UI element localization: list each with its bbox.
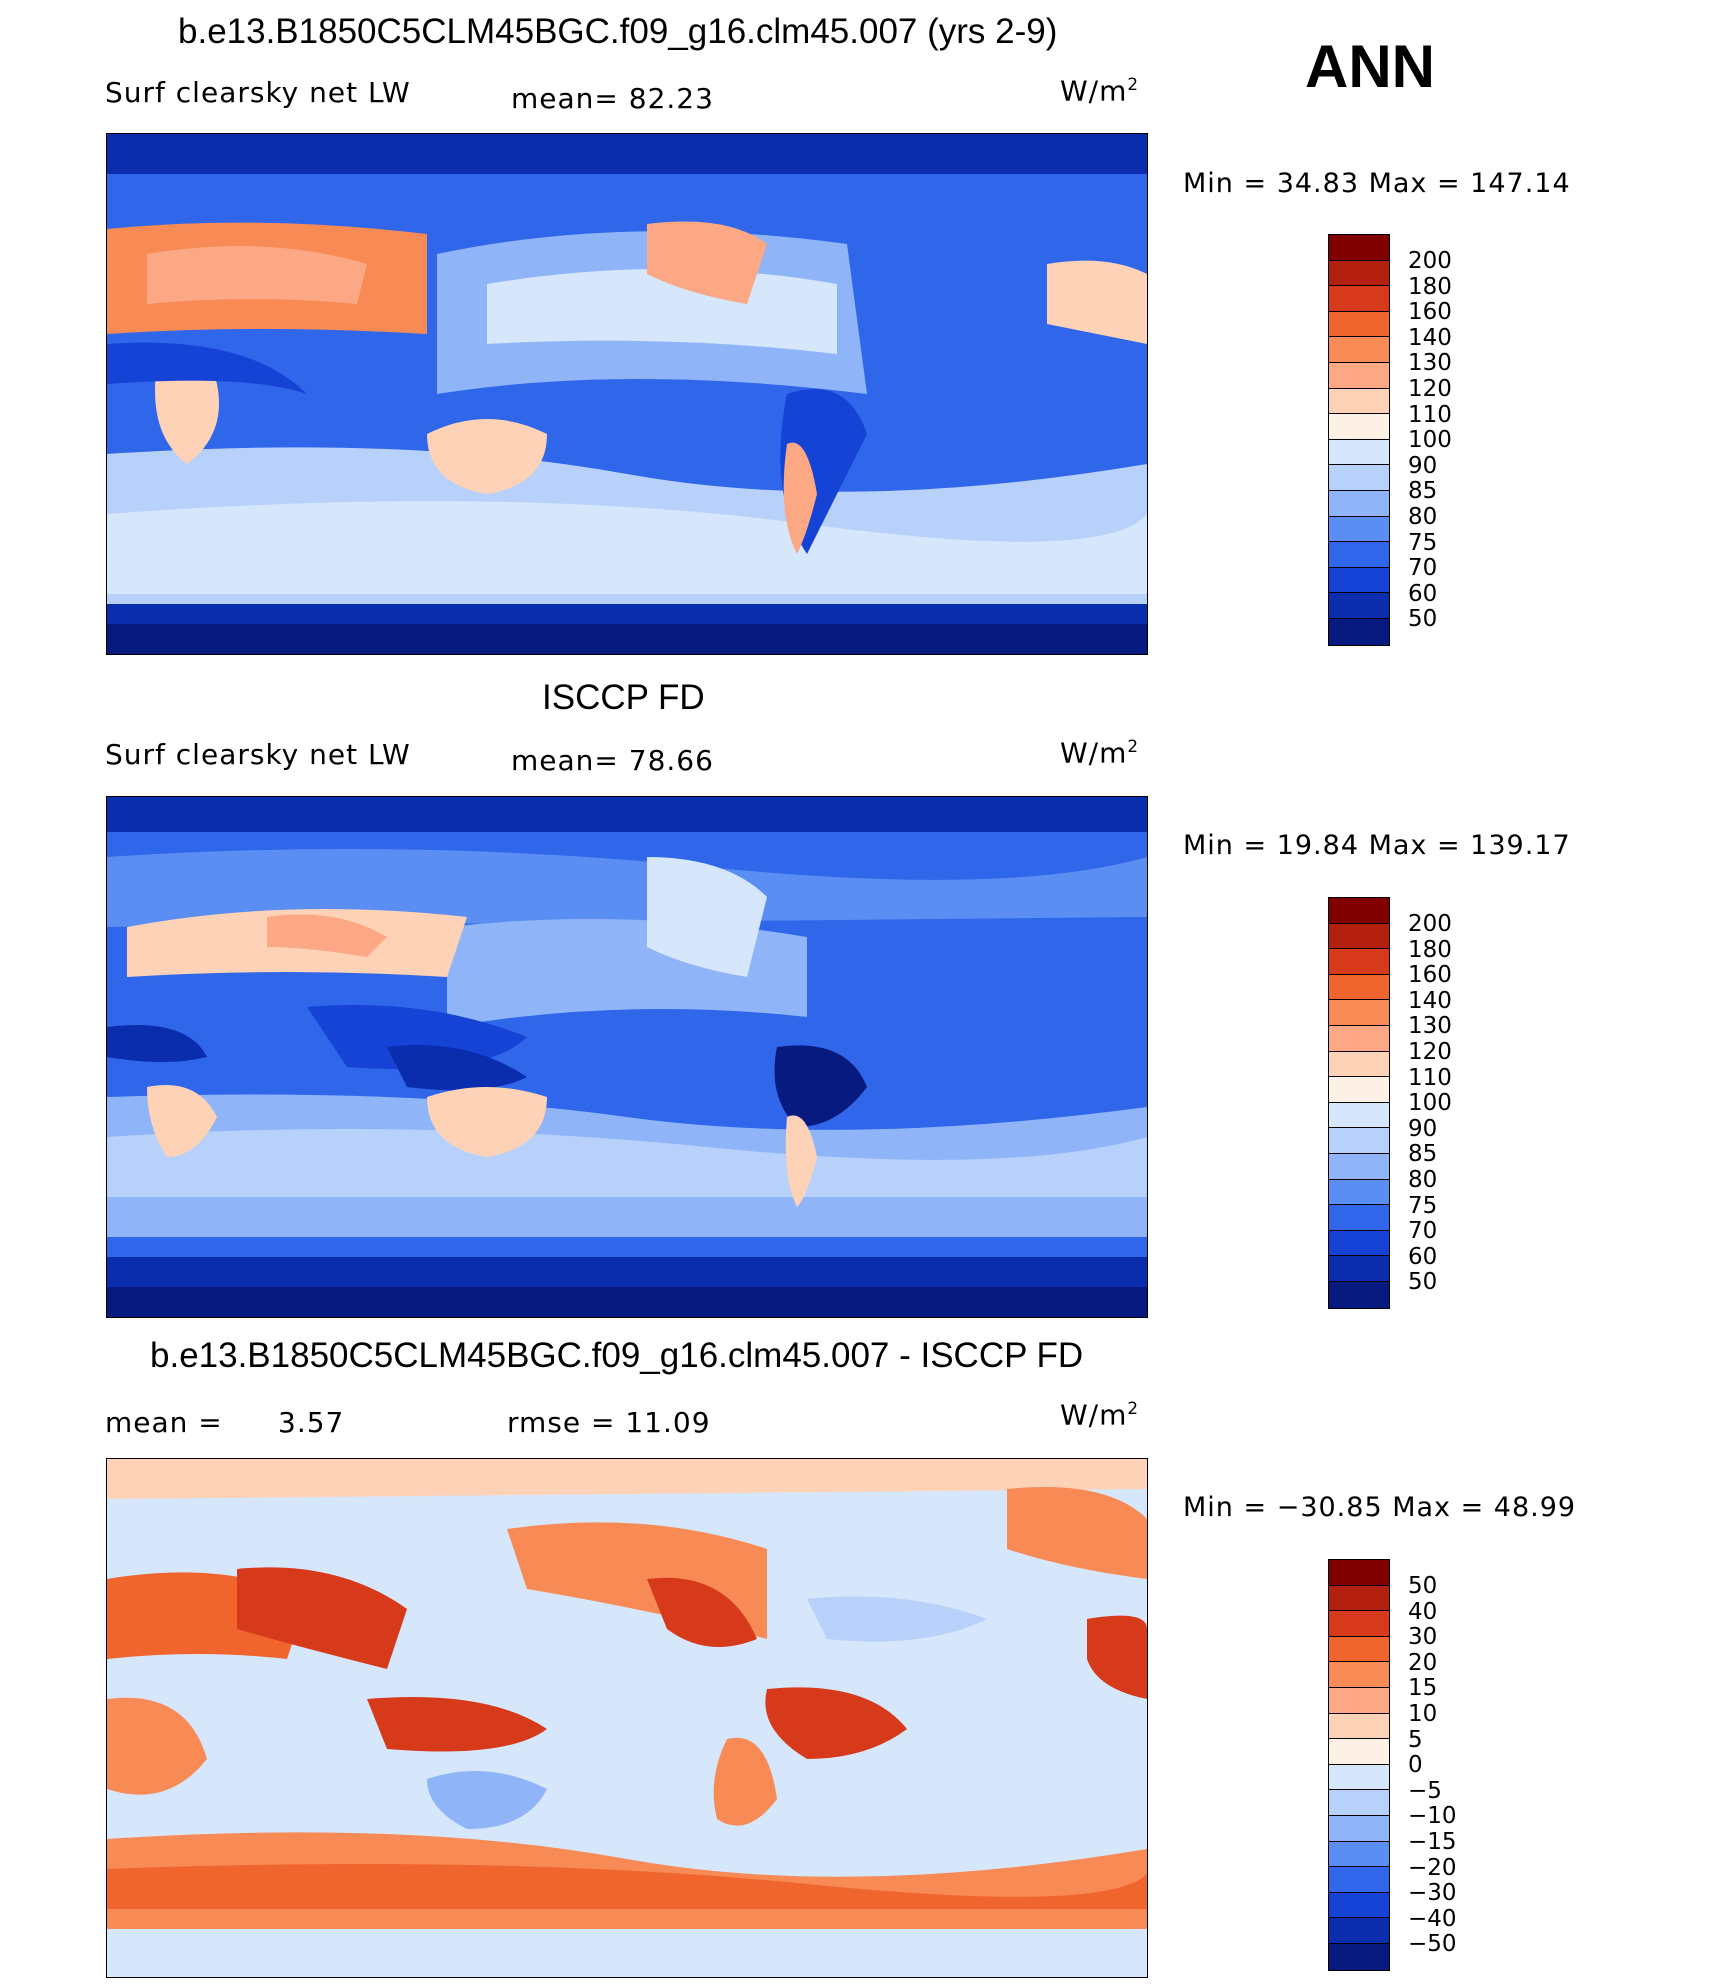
panel1-cb-label: 130 — [1408, 350, 1452, 376]
panel3-cb-label: −20 — [1408, 1855, 1457, 1881]
panel1-variable: Surf clearsky net LW — [105, 76, 411, 109]
panel1-minmax: Min = 34.83 Max = 147.14 — [1183, 168, 1571, 199]
panel3-mean-label: mean = — [105, 1406, 223, 1439]
panel3-minmax: Min = −30.85 Max = 48.99 — [1183, 1492, 1577, 1523]
panel2-colorbar — [1328, 897, 1390, 1309]
panel3-title: b.e13.B1850C5CLM45BGC.f09_g16.clm45.007 … — [150, 1336, 1084, 1375]
panel2-title: ISCCP FD — [542, 678, 705, 717]
panel2-cb-label: 130 — [1408, 1013, 1452, 1039]
season-label: ANN — [1305, 33, 1435, 100]
panel3-cb-label: −30 — [1408, 1880, 1457, 1906]
panel2-minmax: Min = 19.84 Max = 139.17 — [1183, 830, 1571, 861]
panel2-cb-label: 60 — [1408, 1244, 1438, 1270]
panel1-cb-label: 75 — [1408, 530, 1438, 556]
panel3-cb-label: −15 — [1408, 1829, 1457, 1855]
panel1-cb-label: 85 — [1408, 478, 1438, 504]
panel2-cb-label: 180 — [1408, 937, 1452, 963]
panel1-cb-label: 160 — [1408, 299, 1452, 325]
panel2-cb-label: 75 — [1408, 1193, 1438, 1219]
panel1-cb-label: 110 — [1408, 402, 1452, 428]
panel3-cb-label: −50 — [1408, 1931, 1457, 1957]
panel2-cb-label: 120 — [1408, 1039, 1452, 1065]
panel2-cb-label: 85 — [1408, 1141, 1438, 1167]
panel1-colorbar — [1328, 234, 1390, 646]
panel3-cb-label: 20 — [1408, 1650, 1438, 1676]
panel1-cb-label: 80 — [1408, 504, 1438, 530]
panel3-cb-label: −10 — [1408, 1803, 1457, 1829]
panel3-cb-label: 50 — [1408, 1573, 1438, 1599]
panel3-cb-label: 10 — [1408, 1701, 1438, 1727]
panel3-cb-label: 15 — [1408, 1675, 1438, 1701]
panel3-cb-label: −40 — [1408, 1906, 1457, 1932]
panel1-units: W/m2 — [1060, 74, 1140, 108]
panel1-cb-label: 180 — [1408, 274, 1452, 300]
panel1-cb-label: 50 — [1408, 606, 1438, 632]
panel3-cb-label: 30 — [1408, 1624, 1438, 1650]
panel3-colorbar — [1328, 1559, 1390, 1971]
panel3-rmse: rmse = 11.09 — [507, 1406, 711, 1439]
panel2-mean: mean= 78.66 — [511, 744, 714, 777]
panel2-cb-label: 100 — [1408, 1090, 1452, 1116]
panel1-cb-label: 100 — [1408, 427, 1452, 453]
panel1-cb-label: 60 — [1408, 581, 1438, 607]
panel3-cb-label: 5 — [1408, 1727, 1423, 1753]
panel2-cb-label: 200 — [1408, 911, 1452, 937]
panel3-units: W/m2 — [1060, 1398, 1140, 1432]
panel1-cb-label: 90 — [1408, 453, 1438, 479]
panel2-cb-label: 140 — [1408, 988, 1452, 1014]
panel3-cb-label: −5 — [1408, 1778, 1442, 1804]
panel2-cb-label: 70 — [1408, 1218, 1438, 1244]
panel3-mean-value: 3.57 — [278, 1406, 345, 1439]
panel3-cb-label: 40 — [1408, 1599, 1438, 1625]
panel3-map — [106, 1458, 1148, 1978]
panel2-cb-label: 160 — [1408, 962, 1452, 988]
panel2-cb-label: 80 — [1408, 1167, 1438, 1193]
panel1-cb-label: 120 — [1408, 376, 1452, 402]
panel1-title: b.e13.B1850C5CLM45BGC.f09_g16.clm45.007 … — [178, 12, 1058, 51]
panel2-map — [106, 796, 1148, 1318]
panel2-cb-label: 110 — [1408, 1065, 1452, 1091]
panel2-variable: Surf clearsky net LW — [105, 738, 411, 771]
panel3-cb-label: 0 — [1408, 1752, 1423, 1778]
panel1-cb-label: 200 — [1408, 248, 1452, 274]
panel2-units: W/m2 — [1060, 736, 1140, 770]
panel2-cb-label: 90 — [1408, 1116, 1438, 1142]
panel1-cb-label: 70 — [1408, 555, 1438, 581]
panel1-mean: mean= 82.23 — [511, 82, 714, 115]
panel1-cb-label: 140 — [1408, 325, 1452, 351]
panel2-cb-label: 50 — [1408, 1269, 1438, 1295]
panel1-map — [106, 133, 1148, 655]
